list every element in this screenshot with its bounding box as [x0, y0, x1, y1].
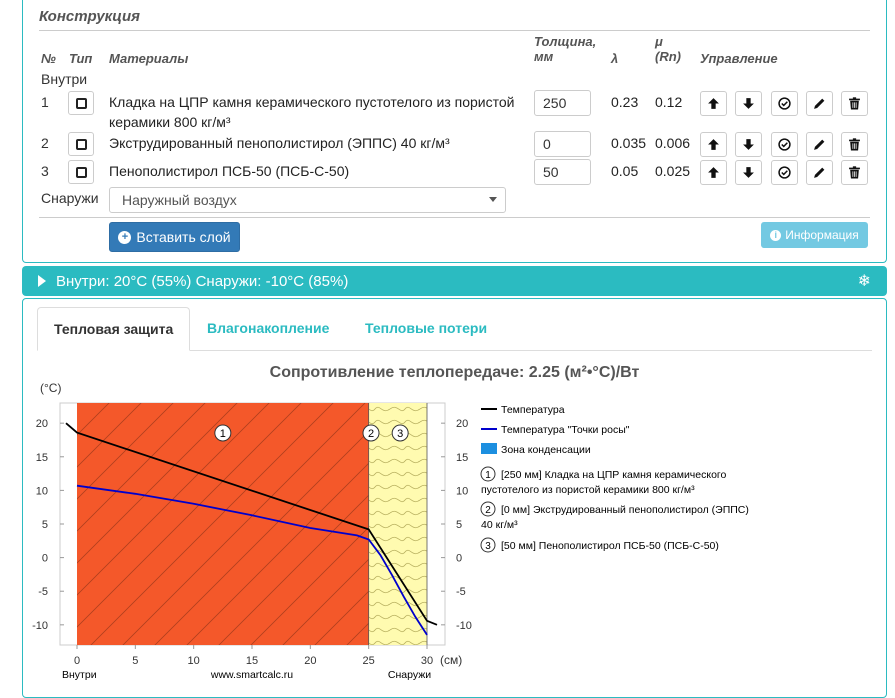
header-thickness: Толщина, мм — [534, 34, 596, 64]
mu-value: 0.006 — [655, 135, 691, 151]
layer-material: Кладка на ЦПР камня керамического пустот… — [109, 92, 514, 132]
delete-layer-button[interactable] — [841, 160, 868, 185]
pencil-icon — [814, 139, 825, 150]
tab-heat-loss[interactable]: Тепловые потери — [365, 320, 488, 336]
lambda-value: 0.23 — [611, 94, 639, 110]
check-circle-icon — [778, 97, 791, 110]
header-mu: μ (Rn) — [655, 34, 681, 64]
move-up-button[interactable] — [700, 160, 727, 185]
construction-panel: Конструкция № Тип Материалы Толщина, мм … — [22, 0, 887, 263]
arrow-down-icon — [743, 98, 754, 109]
conditions-bar[interactable]: Внутри: 20°C (55%) Снаружи: -10°C (85%) … — [22, 266, 887, 296]
edit-layer-button[interactable] — [806, 132, 833, 157]
chart-title: Сопротивление теплопередаче: 2.25 (м²•°С… — [269, 364, 640, 381]
lambda-value: 0.035 — [611, 135, 647, 151]
square-icon — [75, 138, 87, 150]
header-thickness-line2: мм — [534, 49, 554, 64]
arrow-up-icon — [708, 167, 719, 178]
outside-select[interactable]: Наружный воздух — [109, 187, 506, 213]
header-lambda: λ — [611, 51, 619, 66]
square-icon — [75, 97, 87, 109]
conditions-text: Внутри: 20°C (55%) Снаружи: -10°C (85%) — [56, 272, 349, 290]
header-mu-line2: (Rn) — [655, 49, 681, 64]
arrow-down-icon — [743, 167, 754, 178]
move-down-button[interactable] — [735, 132, 762, 157]
thickness-input[interactable] — [534, 131, 591, 157]
edit-layer-button[interactable] — [806, 160, 833, 185]
header-mu-line1: μ — [655, 34, 663, 49]
move-up-button[interactable] — [700, 132, 727, 157]
header-num: № — [41, 51, 56, 66]
edit-layer-button[interactable] — [806, 91, 833, 116]
arrow-up-icon — [708, 98, 719, 109]
insert-layer-button[interactable]: + Вставить слой — [109, 222, 240, 252]
check-circle-icon — [778, 166, 791, 179]
mu-value: 0.025 — [655, 163, 691, 179]
layer-num: 1 — [41, 94, 49, 110]
select-layer-button[interactable] — [771, 132, 798, 157]
header-thickness-line1: Толщина, — [534, 34, 597, 49]
layer-material-line2: керамики 800 кг/м³ — [109, 114, 231, 130]
square-icon — [75, 166, 87, 178]
info-button-label: Информация — [785, 228, 859, 242]
divider — [39, 30, 870, 31]
trash-icon — [849, 97, 860, 110]
outside-select-value: Наружный воздух — [122, 192, 237, 208]
outside-label: Снаружи — [41, 190, 99, 206]
select-layer-button[interactable] — [771, 91, 798, 116]
delete-layer-button[interactable] — [841, 132, 868, 157]
header-materials: Материалы — [109, 51, 189, 66]
insert-layer-label: Вставить слой — [136, 229, 231, 245]
layer-type-button[interactable] — [68, 91, 94, 115]
header-type: Тип — [69, 51, 93, 66]
pencil-icon — [814, 167, 825, 178]
caret-down-icon — [489, 197, 497, 202]
layer-type-button[interactable] — [68, 132, 94, 156]
thickness-input[interactable] — [534, 90, 591, 116]
check-circle-icon — [778, 138, 791, 151]
mu-value: 0.12 — [655, 94, 683, 110]
arrow-down-icon — [743, 139, 754, 150]
construction-title: Конструкция — [39, 8, 140, 25]
caret-right-icon — [38, 275, 46, 287]
trash-icon — [849, 138, 860, 151]
results-panel: Тепловая защита Влагонакопление Тепловые… — [22, 298, 887, 698]
layer-type-button[interactable] — [68, 160, 94, 184]
snowflake-icon[interactable]: ❄ — [857, 273, 871, 290]
tab-moisture[interactable]: Влагонакопление — [207, 320, 330, 336]
inside-label: Внутри — [41, 71, 88, 87]
header-control: Управление — [700, 51, 778, 66]
layer-num: 3 — [41, 163, 49, 179]
layer-material-line1: Кладка на ЦПР камня керамического пустот… — [109, 94, 515, 110]
move-up-button[interactable] — [700, 91, 727, 116]
arrow-up-icon — [708, 139, 719, 150]
trash-icon — [849, 166, 860, 179]
select-layer-button[interactable] — [771, 160, 798, 185]
info-circle-icon: i — [770, 229, 782, 241]
divider — [39, 217, 870, 218]
lambda-value: 0.05 — [611, 163, 639, 179]
thickness-input[interactable] — [534, 159, 591, 185]
plus-circle-icon: + — [118, 230, 132, 244]
layer-num: 2 — [41, 135, 49, 151]
delete-layer-button[interactable] — [841, 91, 868, 116]
move-down-button[interactable] — [735, 91, 762, 116]
tab-thermal-protection[interactable]: Тепловая защита — [37, 307, 191, 351]
pencil-icon — [814, 98, 825, 109]
info-button[interactable]: i Информация — [761, 222, 868, 248]
layer-material: Экструдированный пенополистирол (ЭППС) 4… — [109, 135, 450, 151]
move-down-button[interactable] — [735, 160, 762, 185]
results-tabs: Тепловая защита Влагонакопление Тепловые… — [37, 307, 872, 351]
layer-material: Пенополистирол ПСБ-50 (ПСБ-С-50) — [109, 163, 350, 179]
